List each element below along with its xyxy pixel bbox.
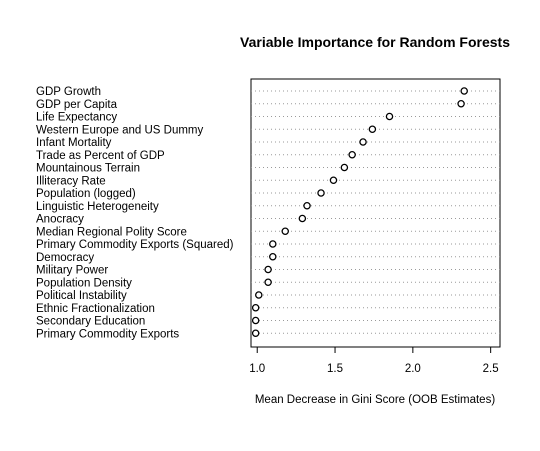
variable-label: Military Power: [36, 265, 108, 277]
data-point: [329, 176, 338, 184]
data-points: [251, 87, 468, 337]
data-point: [348, 150, 356, 159]
variable-label: Anocracy: [36, 214, 84, 226]
variable-label: GDP Growth: [36, 86, 101, 98]
x-axis-label: Mean Decrease in Gini Score (OOB Estimat…: [255, 394, 495, 406]
x-axis: 1.0 1.5 2.0 2.5: [249, 347, 499, 375]
x-tick-label: 1.0: [249, 363, 265, 375]
data-point: [359, 138, 367, 146]
variable-label: Ethnic Fractionalization: [36, 303, 155, 315]
data-point: [340, 163, 349, 172]
plot-frame: [250, 78, 501, 348]
data-point: [269, 252, 277, 261]
data-point: [255, 291, 263, 299]
variable-label: Political Instability: [36, 290, 127, 302]
variable-label: Median Regional Polity Score: [36, 226, 187, 238]
variable-label: Illiteracy Rate: [36, 175, 106, 187]
data-point: [317, 189, 325, 197]
variable-label: Primary Commodity Exports: [36, 328, 179, 340]
data-point: [460, 87, 468, 95]
variable-label: Democracy: [36, 252, 94, 264]
x-tick-label: 2.5: [483, 363, 499, 375]
x-tick-label: 2.0: [405, 363, 421, 375]
data-point: [457, 100, 465, 108]
data-point: [303, 201, 311, 210]
variable-label: GDP per Capita: [36, 99, 118, 111]
variable-label: Population (logged): [36, 188, 136, 200]
data-point: [385, 112, 394, 121]
chart-title: Variable Importance for Random Forests: [240, 34, 510, 50]
data-point: [251, 303, 260, 312]
data-point: [298, 214, 307, 223]
variable-label: Primary Commodity Exports (Squared): [36, 239, 234, 251]
variable-label: Trade as Percent of GDP: [36, 150, 165, 162]
variable-label: Population Density: [36, 277, 132, 289]
variable-label: Western Europe and US Dummy: [36, 124, 203, 136]
data-point: [264, 265, 272, 274]
x-tick-label: 1.5: [327, 363, 343, 375]
variable-label: Secondary Education: [36, 316, 145, 328]
data-point: [368, 125, 377, 134]
variable-label: Life Expectancy: [36, 112, 117, 124]
data-point: [281, 227, 289, 235]
data-point: [251, 316, 260, 325]
data-point: [264, 278, 272, 286]
data-point: [269, 240, 277, 248]
variable-label: Linguistic Heterogeneity: [36, 201, 159, 213]
variable-label: Infant Mortality: [36, 137, 112, 149]
data-point: [251, 329, 260, 337]
variable-label: Mountainous Terrain: [36, 163, 140, 175]
